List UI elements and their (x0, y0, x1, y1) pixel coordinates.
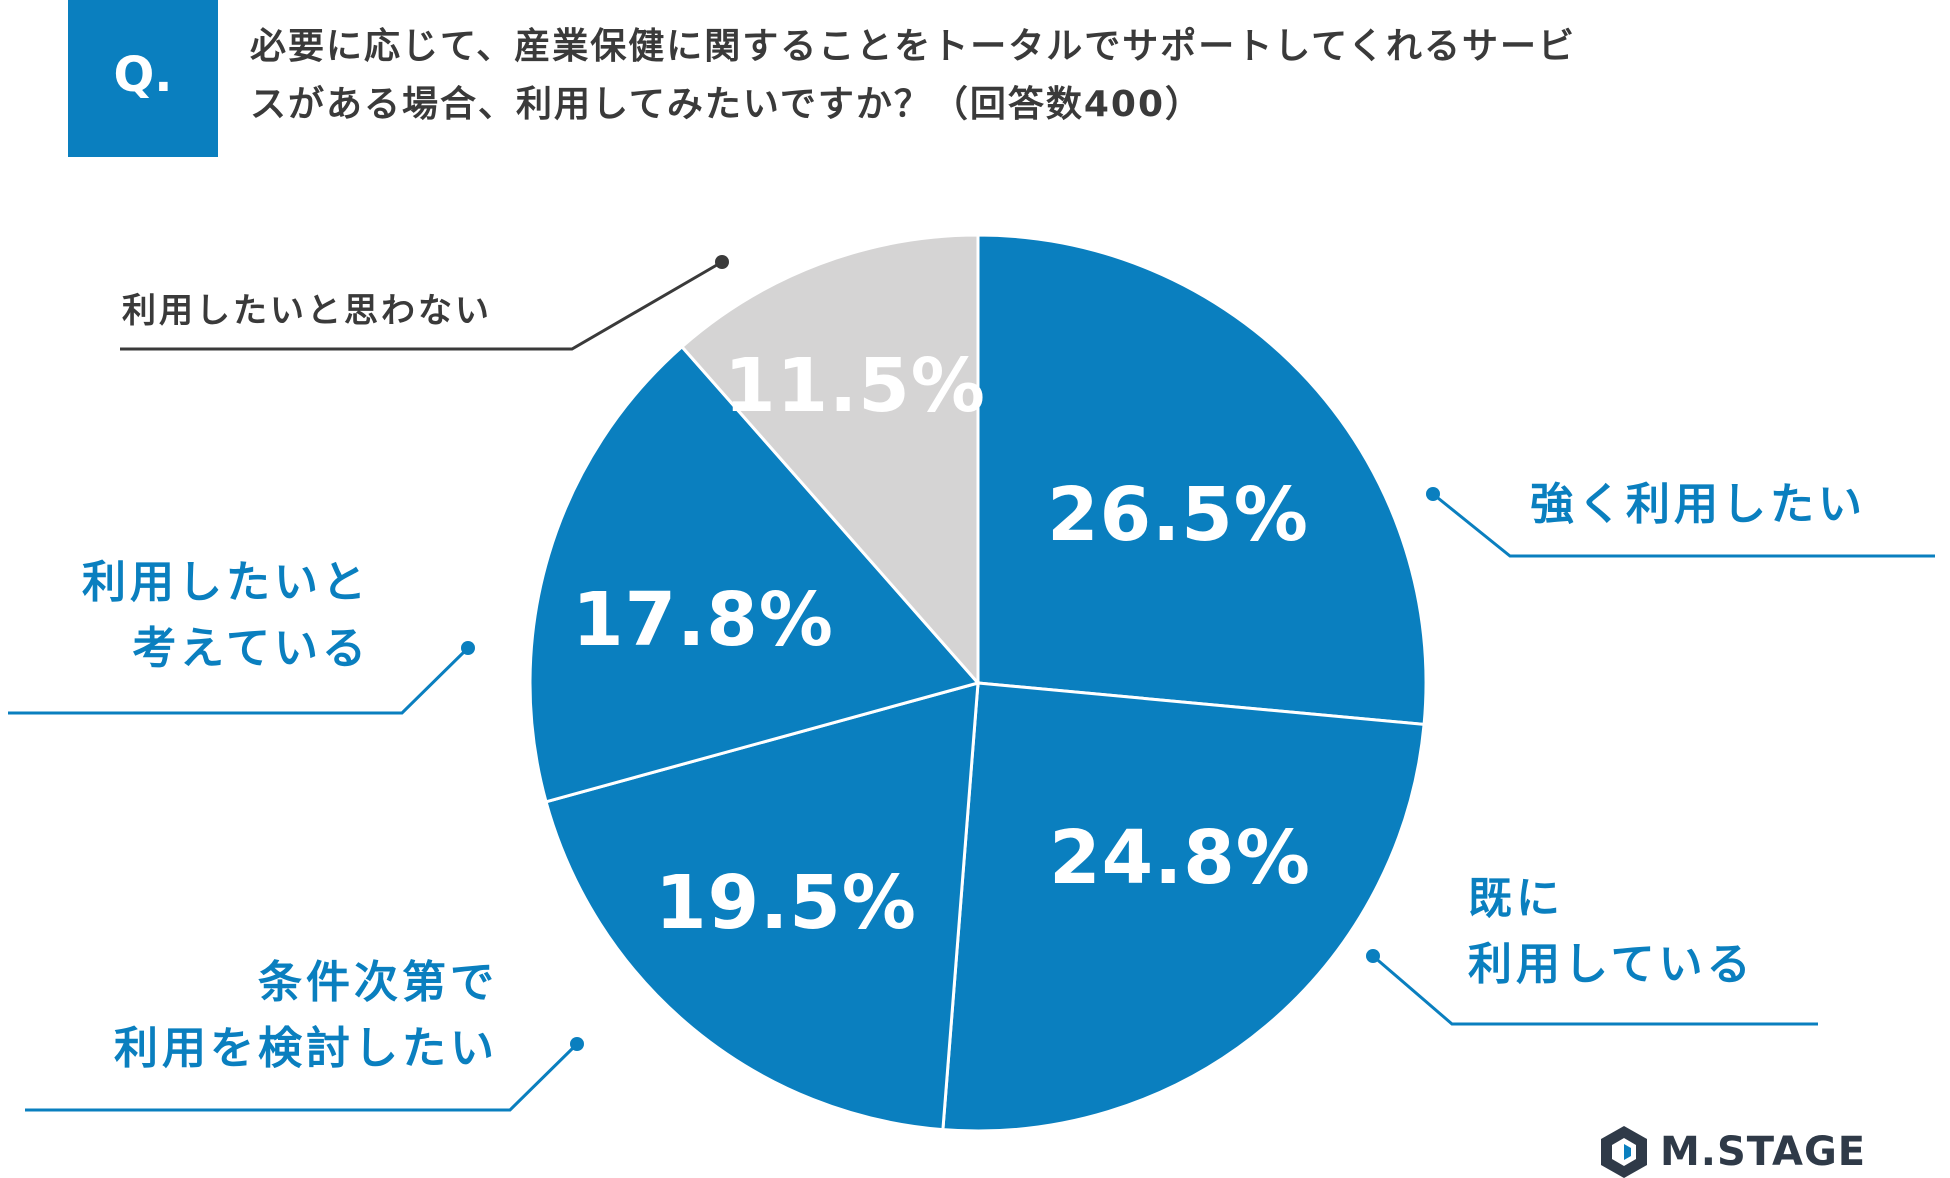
legend-label-strongly-want: 強く利用したい (1530, 472, 1866, 538)
pie-slice (941, 681, 1426, 1133)
pie-slice (679, 233, 980, 687)
question-badge-text: Q. (113, 46, 173, 103)
legend-label-already-using: 既に 利用している (1468, 866, 1755, 998)
question-badge: Q. (68, 0, 218, 157)
legend-label-not-want: 利用したいと思わない (122, 278, 492, 344)
brand-logo: M.STAGE (1598, 1122, 1866, 1178)
leader-line (8, 646, 470, 715)
leader-line (1372, 954, 1818, 1026)
slice-value-label: 11.5% (724, 343, 986, 429)
slice-value-label: 24.8% (1049, 815, 1311, 901)
legend-label-line: 強く利用したい (1530, 479, 1866, 530)
slice-value-label: 17.8% (572, 577, 834, 663)
legend-label-line: 利用したいと (82, 557, 370, 608)
leader-dot (715, 255, 729, 269)
legend-label-conditional: 条件次第で 利用を検討したい (114, 950, 498, 1082)
leader-line (1432, 492, 1935, 558)
slice-value-label: 19.5% (655, 860, 917, 946)
slice-value-label: 26.5% (1047, 472, 1309, 558)
legend-label-line: 利用している (1468, 939, 1755, 990)
pie-slice (544, 680, 980, 1132)
question-text: 必要に応じて、産業保健に関することをトータルでサポートしてくれるサービ スがある… (250, 18, 1810, 134)
brand-logo-text: M.STAGE (1660, 1129, 1867, 1175)
leader-dot (1366, 949, 1380, 963)
question-line-2: スがある場合、利用してみたいですか？（回答数400） (250, 84, 1203, 125)
legend-label-line: 既に (1468, 873, 1564, 924)
brand-logo-icon (1601, 1126, 1647, 1178)
leader-dot (461, 641, 475, 655)
legend-label-line: 利用したいと思わない (122, 291, 492, 331)
question-line-1: 必要に応じて、産業保健に関することをトータルでサポートしてくれるサービ (250, 26, 1577, 67)
legend-label-line: 利用を検討したい (114, 1023, 498, 1074)
legend-label-line: 考えている (132, 623, 370, 674)
leader-dot (1426, 487, 1440, 501)
leader-dot (570, 1037, 584, 1051)
leader-line (120, 260, 723, 351)
pie-slice (528, 344, 981, 804)
pie-slice (976, 233, 1428, 727)
legend-label-considering: 利用したいと 考えている (82, 550, 370, 682)
leader-line (25, 1042, 579, 1112)
legend-label-line: 条件次第で (258, 957, 498, 1008)
